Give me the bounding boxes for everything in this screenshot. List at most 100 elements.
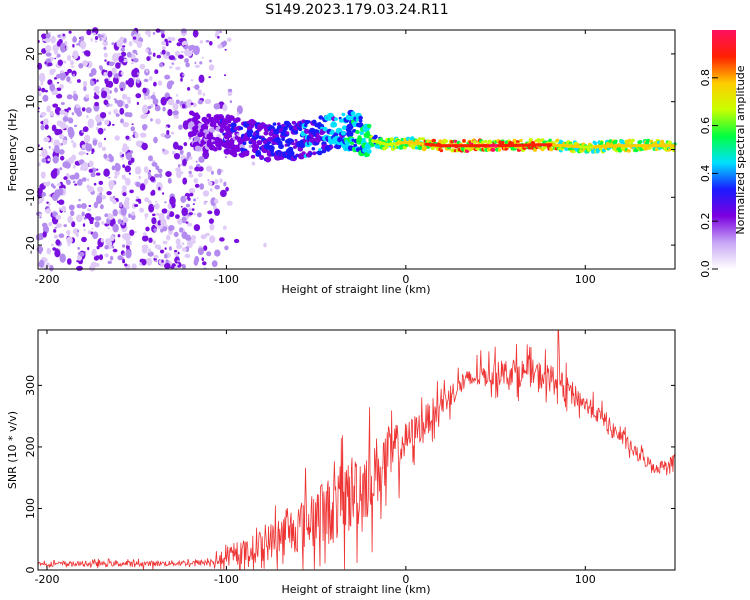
noise-speck: [143, 166, 149, 173]
ridge-cell: [487, 139, 493, 144]
ridge-cell: [282, 126, 288, 131]
noise-speck: [175, 214, 180, 220]
noise-speck: [60, 102, 65, 105]
noise-speck: [70, 60, 74, 66]
noise-speck: [139, 63, 146, 70]
ridge-cell: [257, 141, 262, 145]
noise-speck: [140, 114, 147, 120]
noise-speck: [126, 96, 131, 101]
noise-speck: [42, 94, 49, 102]
ridge-cell: [288, 150, 295, 156]
noise-speck: [220, 189, 227, 198]
noise-speck: [217, 44, 223, 49]
noise-speck: [114, 175, 118, 179]
noise-speck: [44, 37, 51, 43]
noise-speck: [178, 38, 185, 43]
noise-speck: [112, 248, 118, 253]
noise-speck: [185, 196, 188, 199]
noise-speck: [96, 168, 99, 171]
noise-speck: [85, 94, 89, 99]
noise-speck: [122, 259, 126, 264]
ridge-cell: [472, 140, 477, 144]
noise-speck: [54, 145, 60, 154]
ridge-cell: [548, 138, 552, 142]
noise-speck: [95, 172, 101, 176]
ridge-cell: [318, 148, 322, 151]
noise-speck: [191, 50, 194, 53]
noise-speck: [192, 239, 196, 244]
noise-speck: [209, 188, 213, 192]
spectrogram-xlabel: Height of straight line (km): [281, 283, 430, 296]
noise-speck: [101, 90, 108, 99]
noise-speck: [154, 200, 158, 203]
noise-speck: [179, 227, 184, 233]
noise-speck: [124, 112, 131, 117]
noise-speck: [56, 200, 60, 204]
noise-speck: [97, 127, 104, 135]
noise-speck: [56, 93, 63, 99]
noise-speck: [214, 184, 220, 190]
noise-speck: [153, 81, 157, 87]
noise-speck: [219, 178, 223, 184]
noise-speck: [88, 204, 92, 208]
noise-speck: [95, 89, 100, 95]
noise-speck: [158, 186, 161, 191]
noise-speck: [151, 217, 157, 225]
noise-speck: [197, 212, 202, 218]
noise-speck: [50, 183, 55, 188]
noise-speck: [145, 69, 149, 73]
noise-speck: [122, 45, 126, 48]
noise-speck: [42, 231, 47, 238]
noise-speck: [192, 29, 199, 38]
noise-speck: [88, 72, 94, 78]
noise-speck: [122, 233, 129, 240]
noise-speck: [62, 60, 67, 64]
noise-speck: [161, 33, 165, 39]
noise-speck: [184, 253, 191, 259]
ridge-cell: [291, 120, 297, 125]
noise-speck: [49, 83, 55, 92]
noise-speck: [202, 190, 210, 197]
noise-speck: [227, 88, 233, 93]
noise-speck: [53, 229, 57, 233]
noise-speck: [164, 133, 171, 139]
noise-speck: [192, 102, 197, 108]
noise-speck: [72, 73, 76, 77]
ridge-cell: [307, 120, 311, 124]
noise-speck: [152, 240, 156, 245]
noise-speck: [118, 77, 121, 80]
ridge-cell: [263, 131, 269, 136]
noise-speck: [164, 74, 171, 80]
noise-speck: [194, 166, 201, 172]
noise-speck: [222, 103, 228, 112]
noise-speck: [126, 51, 132, 58]
noise-speck: [120, 207, 127, 216]
noise-speck: [182, 264, 186, 270]
noise-speck: [82, 126, 89, 133]
noise-speck: [114, 135, 120, 141]
noise-speck: [147, 105, 152, 110]
ridge-cell: [209, 121, 217, 128]
noise-speck: [41, 158, 47, 163]
noise-speck: [58, 39, 63, 44]
noise-speck: [96, 245, 100, 250]
noise-speck: [181, 247, 187, 252]
noise-speck: [162, 46, 166, 50]
noise-speck: [83, 50, 90, 56]
ridge-cell: [281, 137, 286, 142]
noise-speck: [64, 211, 66, 213]
noise-speck: [132, 49, 138, 54]
noise-speck: [121, 93, 128, 100]
ridge-cell: [519, 138, 523, 143]
ridge-cell: [366, 130, 370, 134]
ridge-cell: [618, 149, 622, 153]
noise-speck: [118, 202, 123, 208]
noise-speck: [181, 28, 187, 34]
ridge-cell: [443, 139, 449, 144]
noise-speck: [80, 36, 85, 41]
noise-speck: [229, 100, 233, 104]
noise-speck: [166, 214, 170, 220]
ridge-cell: [370, 143, 375, 148]
snr-xtick-label: 0: [402, 573, 409, 586]
